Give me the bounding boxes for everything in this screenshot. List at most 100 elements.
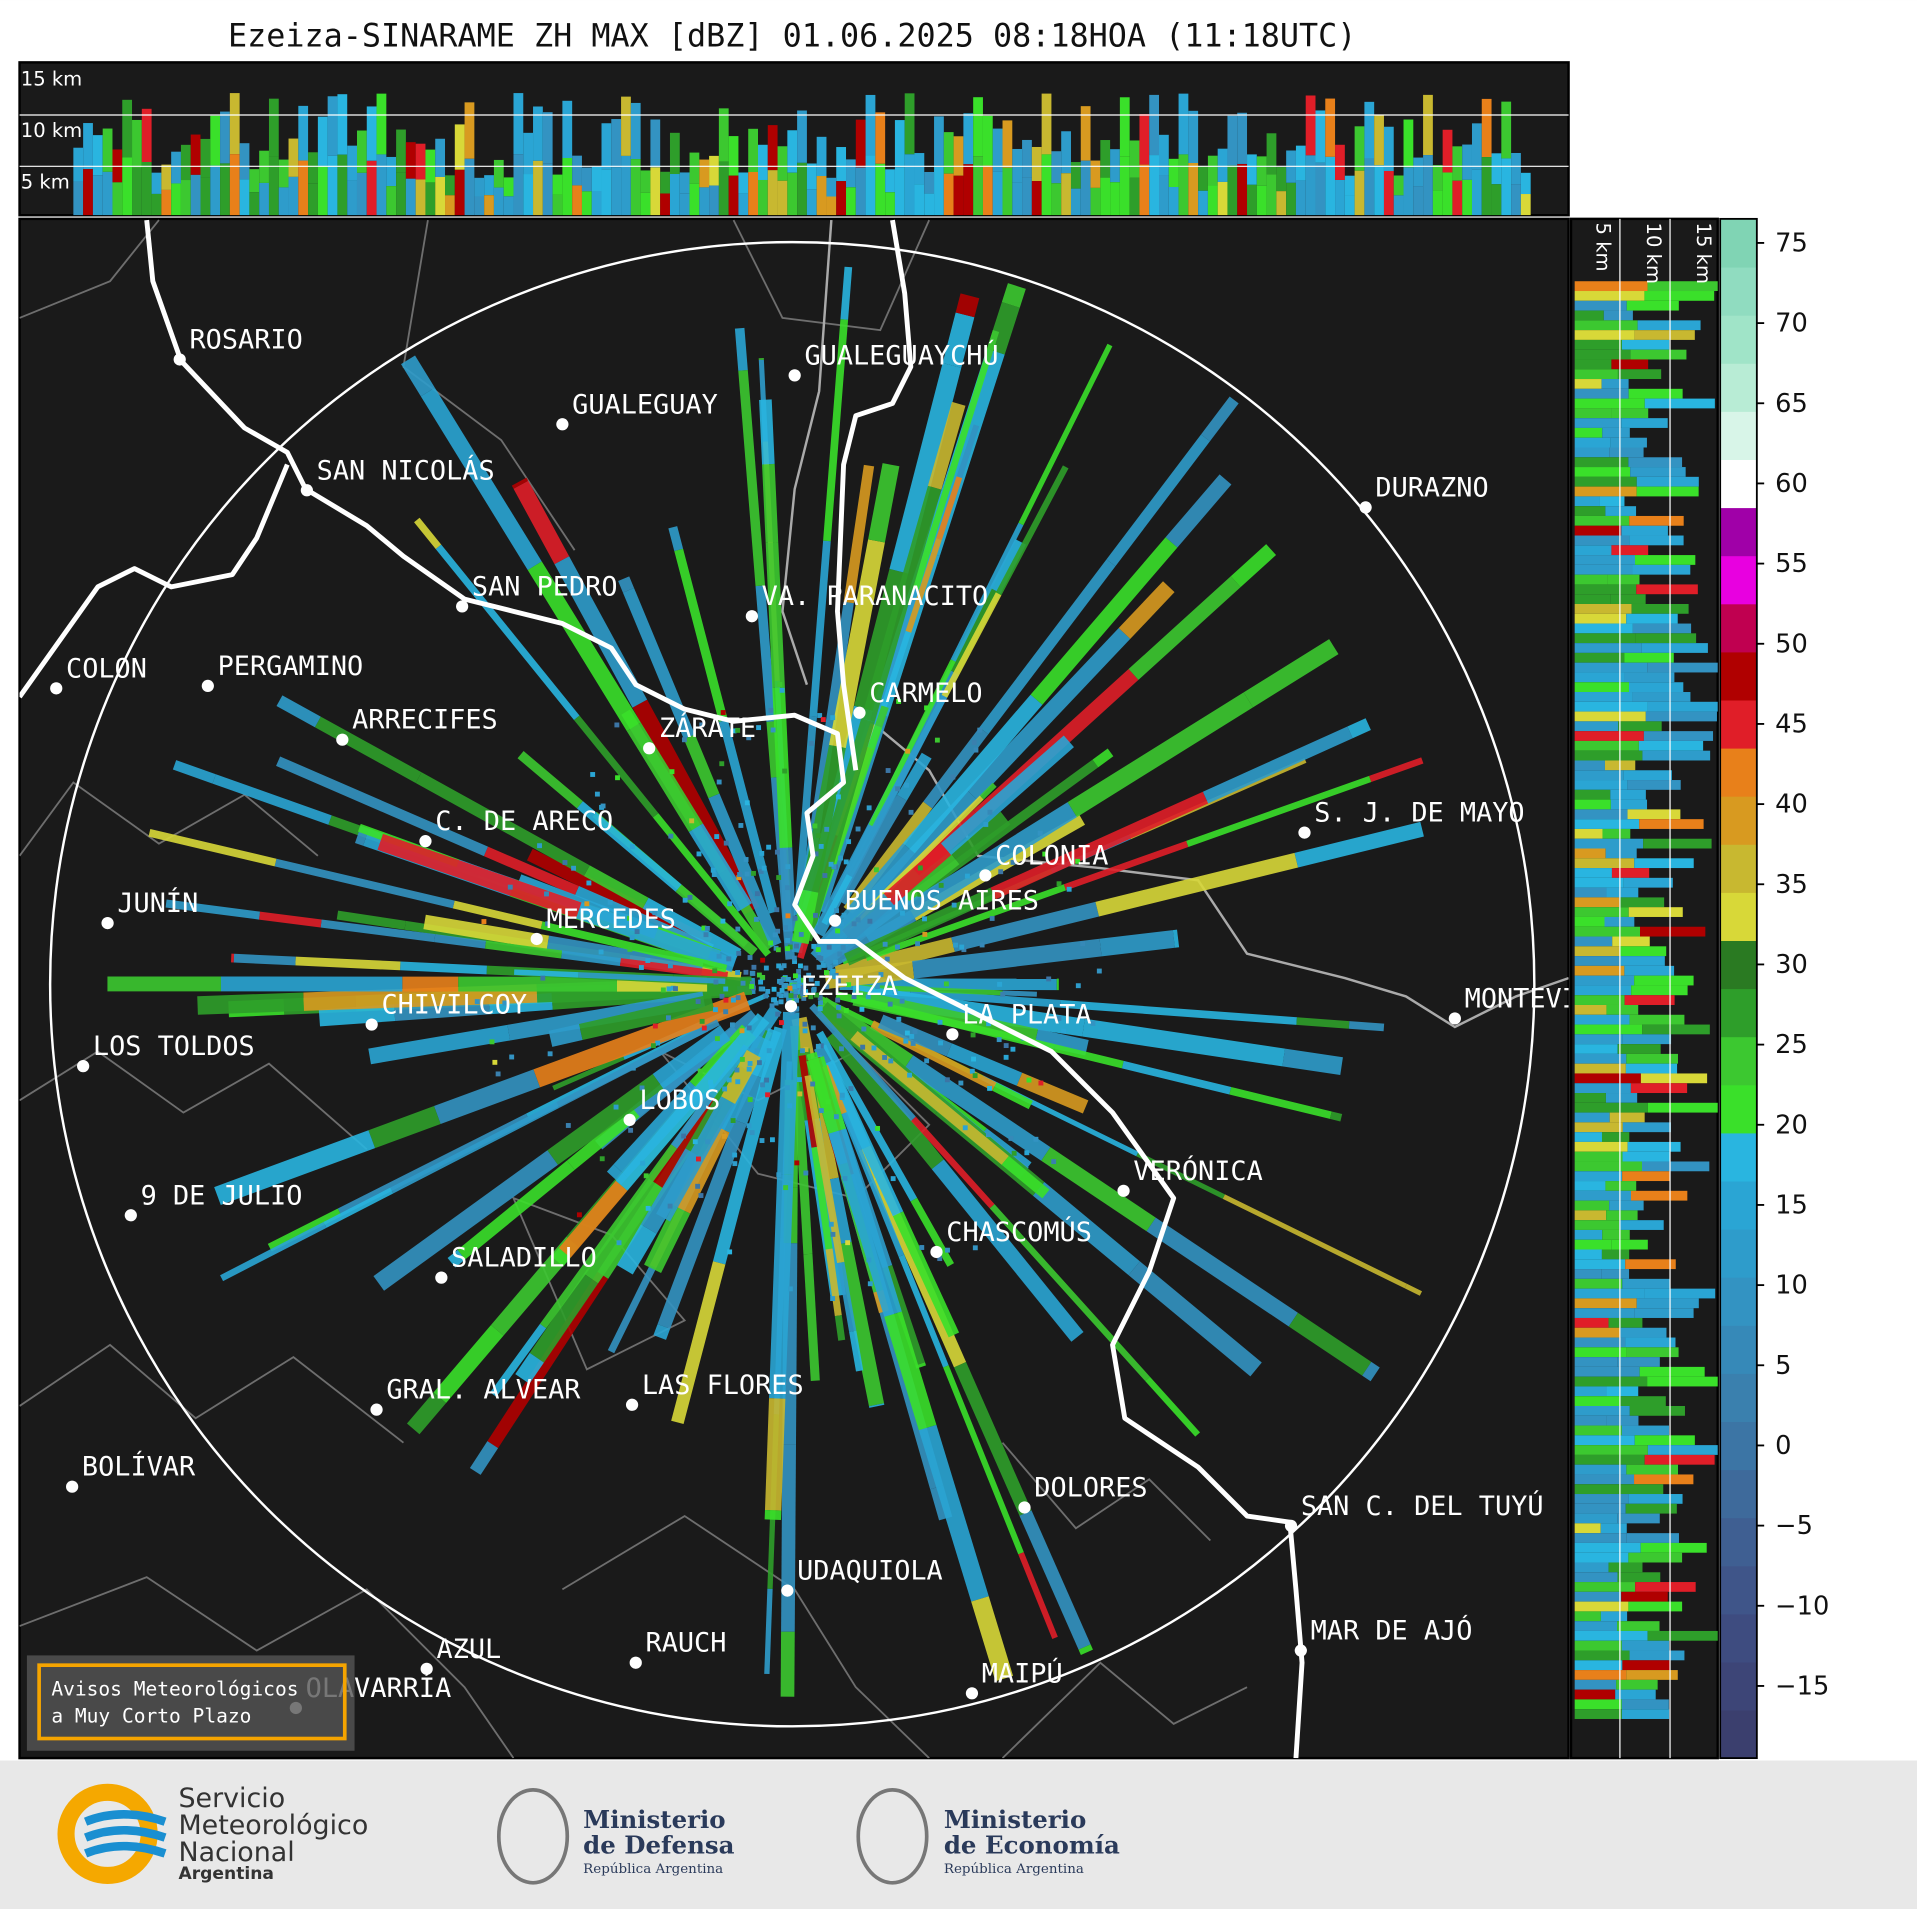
radar-ray (561, 950, 621, 967)
radar-speckle (810, 1025, 816, 1031)
radar-ray (576, 801, 682, 892)
height-echo (1574, 780, 1628, 790)
radar-speckle (639, 1085, 645, 1091)
radar-speckle (598, 949, 604, 955)
radar-speckle (798, 932, 804, 937)
radar-ray (896, 752, 932, 801)
height-echo (1634, 1308, 1694, 1318)
radar-speckle (979, 942, 985, 948)
radar-ray (619, 958, 729, 980)
height-echo (1207, 155, 1218, 186)
height-echo (826, 177, 837, 197)
height-echo (249, 192, 260, 216)
height-echo (1574, 1102, 1648, 1113)
height-echo (1119, 97, 1130, 157)
radar-speckle (855, 917, 861, 923)
radar-speckle (545, 921, 551, 927)
height-echo (1305, 95, 1316, 156)
radar-speckle (1080, 941, 1086, 947)
radar-speckle (964, 873, 970, 879)
radar-speckle (584, 901, 590, 907)
height-echo (1574, 1141, 1628, 1152)
radar-speckle (783, 982, 789, 988)
radar-ray (828, 1128, 902, 1317)
height-echo (1640, 1542, 1707, 1553)
height-echo (1574, 1699, 1622, 1710)
radar-ray (936, 476, 963, 540)
city-label: MAIPÚ (982, 1657, 1063, 1689)
city-dot (1294, 1644, 1307, 1657)
height-echo (1634, 330, 1695, 340)
radar-speckle (669, 769, 675, 775)
city-dot (101, 916, 114, 930)
city-dot (456, 600, 469, 613)
radar-speckle (798, 993, 804, 999)
warning-text[interactable]: a Muy Corto Plazo (51, 1705, 251, 1728)
radar-ray (892, 1211, 960, 1338)
height-echo (533, 106, 543, 161)
height-echo (1574, 623, 1633, 634)
radar-speckle (769, 1137, 775, 1143)
radar-ray (915, 1362, 927, 1369)
radar-speckle (882, 1055, 888, 1060)
city-label: CARMELO (869, 678, 982, 709)
height-echo (1629, 1405, 1685, 1416)
height-echo (757, 144, 768, 180)
radar-speckle (884, 956, 890, 962)
height-echo (1413, 157, 1424, 187)
height-echo (1178, 93, 1189, 155)
city-label: GRAL. ALVEAR (386, 1375, 581, 1406)
height-echo (1618, 721, 1662, 732)
height-echo (1574, 1523, 1601, 1534)
radar-speckle (996, 1037, 1002, 1043)
radar-speckle (986, 1021, 992, 1027)
radar-speckle (896, 698, 902, 704)
radar-speckle (783, 992, 789, 998)
radar-ray (377, 833, 582, 919)
radar-speckle (802, 1028, 808, 1034)
height-label: 15 km (1692, 223, 1715, 284)
warning-box-bg[interactable] (26, 1655, 355, 1751)
radar-speckle (813, 912, 818, 918)
radar-speckle (839, 1046, 844, 1052)
height-echo (1626, 613, 1678, 624)
radar-speckle (831, 864, 837, 870)
radar-ray (533, 991, 751, 1088)
height-echo (1452, 180, 1463, 216)
radar-speckle (732, 1152, 738, 1158)
colorbar-swatch (1720, 411, 1757, 460)
radar-ray (950, 522, 1024, 662)
logo-text: de Economía (944, 1830, 1120, 1859)
colorbar: −15 −10 −5 0 5 10 15 20 25 30 35 40 45 50 55 60 65 70 75 (1720, 218, 1829, 1759)
radar-ray (1053, 1044, 1124, 1069)
radar-ray (547, 1074, 664, 1165)
radar-ray (947, 587, 1001, 675)
radar-speckle (735, 727, 741, 733)
height-echo (1574, 1591, 1622, 1602)
radar-ray (606, 1164, 628, 1185)
radar-ray (276, 695, 321, 728)
height-echo (1574, 1640, 1622, 1651)
radar-speckle (873, 867, 879, 873)
radar-ray (1347, 718, 1371, 739)
radar-ray (841, 1112, 905, 1257)
height-echo (1574, 1542, 1641, 1553)
warning-box[interactable] (37, 1663, 347, 1741)
radar-ray (868, 463, 900, 543)
height-echo (1605, 1181, 1637, 1191)
radar-ray (834, 1315, 846, 1341)
radar-speckle (791, 955, 797, 961)
radar-ray (212, 774, 332, 825)
height-echo (767, 170, 778, 216)
warning-text[interactable]: Avisos Meteorológicos (51, 1678, 298, 1701)
radar-speckle (758, 979, 764, 985)
radar-speckle (758, 869, 764, 874)
height-echo (1644, 291, 1715, 301)
radar-speckle (734, 1067, 740, 1073)
radar-speckle (760, 974, 766, 980)
radar-speckle (716, 779, 722, 785)
colorbar-swatch (1720, 1709, 1757, 1759)
radar-speckle (736, 950, 742, 956)
radar-ray (912, 361, 990, 590)
height-echo (1159, 175, 1169, 216)
